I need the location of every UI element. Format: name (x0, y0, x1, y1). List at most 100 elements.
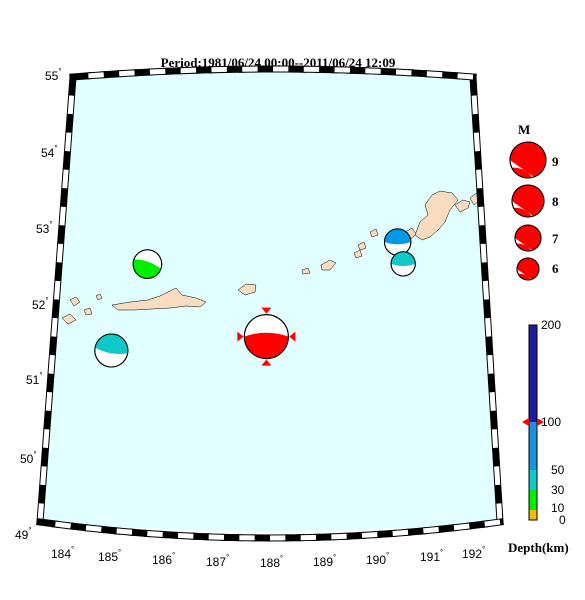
frame-right (469, 76, 504, 523)
focal-mechanism-3-compression (244, 332, 289, 359)
frame-right-segment (478, 206, 485, 226)
frame-left-segment (65, 132, 72, 152)
island-amukta (301, 267, 311, 275)
island-rat-2 (61, 313, 77, 325)
lat-label-51: 51° (26, 371, 43, 387)
frame-right-segment (476, 169, 483, 189)
frame-bottom-segment (392, 529, 409, 536)
magnitude-legend: M 9 8 7 6 (509, 122, 559, 281)
depth-scale-segment-0-10 (529, 510, 537, 520)
frame-top-segment (365, 68, 381, 74)
lon-label-186: 186° (152, 551, 175, 567)
frame-bottom (36, 518, 504, 542)
frame-bottom-segment (55, 521, 71, 529)
magnitude-legend-ball-7 (514, 224, 542, 252)
focal-mechanism-1 (132, 249, 163, 279)
frame-bottom-segment (85, 525, 102, 532)
frame-right-segment (473, 132, 480, 152)
island-islands-3 (353, 249, 363, 259)
frame-right-segment (489, 392, 496, 411)
frame-left (36, 76, 77, 523)
magnitude-legend-ball-6 (516, 257, 540, 281)
frame-top-segment (119, 70, 135, 77)
legend-ball-compression-2 (510, 142, 546, 177)
frame-top (69, 65, 477, 81)
frame-right-segment (485, 317, 492, 337)
magnitude-legend-title: M (518, 122, 530, 137)
land-masses (61, 190, 481, 325)
frame-top-segment (395, 69, 412, 76)
frame-bottom-segment (177, 532, 194, 539)
lon-label-185: 185° (98, 548, 121, 564)
depth-scale-segment-10-30 (529, 490, 537, 510)
frame-left-segment (67, 95, 75, 115)
focal-mechanism-3-markers (237, 307, 296, 366)
frame-bottom-segment (116, 528, 133, 535)
frame-top-segment (180, 67, 197, 74)
axis-marker-top (261, 307, 272, 314)
lat-label-50: 50° (20, 450, 37, 466)
lon-label-189: 189° (313, 553, 336, 569)
frame-left-segment (56, 243, 64, 263)
focal-mechanism-4-compression (384, 228, 411, 245)
frame-right-segment (491, 429, 498, 448)
frame-left-segment (40, 466, 47, 486)
focal-mechanism-5 (390, 251, 416, 277)
lon-label-192: 192° (462, 545, 485, 561)
magnitude-legend-label-8: 8 (552, 194, 559, 209)
island-four-mountains-1 (369, 228, 379, 238)
latitude-labels: 49° 50° 51° 52° 53° 54° 55° (15, 67, 62, 542)
depth-scale-marker-right (537, 418, 544, 426)
axis-marker-right (289, 331, 296, 342)
frame-left-segment (48, 354, 55, 374)
legend-ball-outline (516, 257, 540, 281)
lat-label-49: 49° (15, 526, 32, 542)
lon-label-190: 190° (366, 551, 389, 567)
frame-bottom-segment (361, 532, 378, 538)
longitude-labels: 184° 185° 186° 187° 188° 189° 190° 191° … (51, 545, 485, 570)
frame-left-segment (43, 429, 50, 449)
focal-mechanism-2-outline (94, 333, 129, 368)
frame-top-segment (149, 68, 166, 75)
frame-right-segment (480, 243, 487, 263)
legend-ball-compression (513, 185, 544, 217)
depth-tick-50: 50 (551, 463, 565, 477)
axis-marker-bottom (261, 359, 272, 366)
lat-label-54: 54° (41, 144, 58, 160)
focal-mechanism-1-outline (132, 249, 163, 279)
legend-ball-compression-2 (512, 185, 544, 217)
frame-bottom-segment (423, 526, 439, 534)
legend-ball-compression (511, 142, 546, 178)
depth-scale-segment-50-100 (529, 422, 537, 470)
island-akutan (454, 199, 471, 213)
magnitude-legend-ball-9 (509, 141, 547, 179)
island-andreanof (111, 287, 207, 311)
frame-top-segment (457, 73, 474, 80)
island-rat-3 (83, 307, 93, 316)
island-rat-4 (95, 293, 103, 301)
focal-mechanism-3-outline (243, 314, 289, 360)
focal-mechanism-3 (243, 314, 289, 360)
depth-tick-100: 100 (541, 415, 561, 429)
island-amlia (237, 283, 257, 296)
island-rat-1 (69, 296, 81, 307)
lon-label-188: 188° (260, 554, 283, 570)
island-yunaska (320, 259, 337, 271)
island-four-mountains-2 (357, 241, 367, 251)
axis-marker-left (237, 331, 244, 342)
frame-bottom-segment (331, 533, 347, 540)
magnitude-legend-ball-8 (511, 184, 545, 218)
focal-mechanism-1-compression (133, 259, 161, 279)
magnitude-legend-label-7: 7 (552, 231, 559, 246)
frame-left-segment (54, 280, 61, 300)
frame-bottom-segment (484, 519, 501, 527)
frame-top-segment (426, 71, 443, 78)
frame-right-segment (471, 95, 478, 115)
frame-right-segment (494, 466, 501, 486)
focal-mechanism-4 (383, 228, 412, 256)
depth-scale-marker-left (522, 418, 529, 426)
focal-mechanism-2-compression (95, 334, 128, 355)
magnitude-legend-label-9: 9 (552, 154, 559, 169)
lat-label-52: 52° (32, 296, 49, 312)
